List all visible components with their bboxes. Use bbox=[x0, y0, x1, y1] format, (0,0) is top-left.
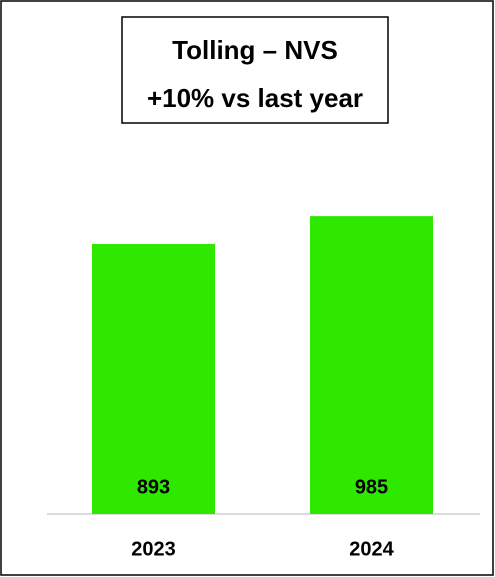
chart-title: Tolling – NVS bbox=[172, 35, 338, 65]
x-tick-label: 2024 bbox=[349, 538, 394, 560]
data-label: 893 bbox=[137, 476, 170, 498]
title-box bbox=[121, 16, 389, 124]
bar bbox=[310, 216, 433, 515]
bar bbox=[92, 243, 215, 515]
x-tick-label: 2023 bbox=[131, 538, 176, 560]
chart-subtitle: +10% vs last year bbox=[147, 83, 363, 113]
data-label: 985 bbox=[355, 476, 388, 498]
